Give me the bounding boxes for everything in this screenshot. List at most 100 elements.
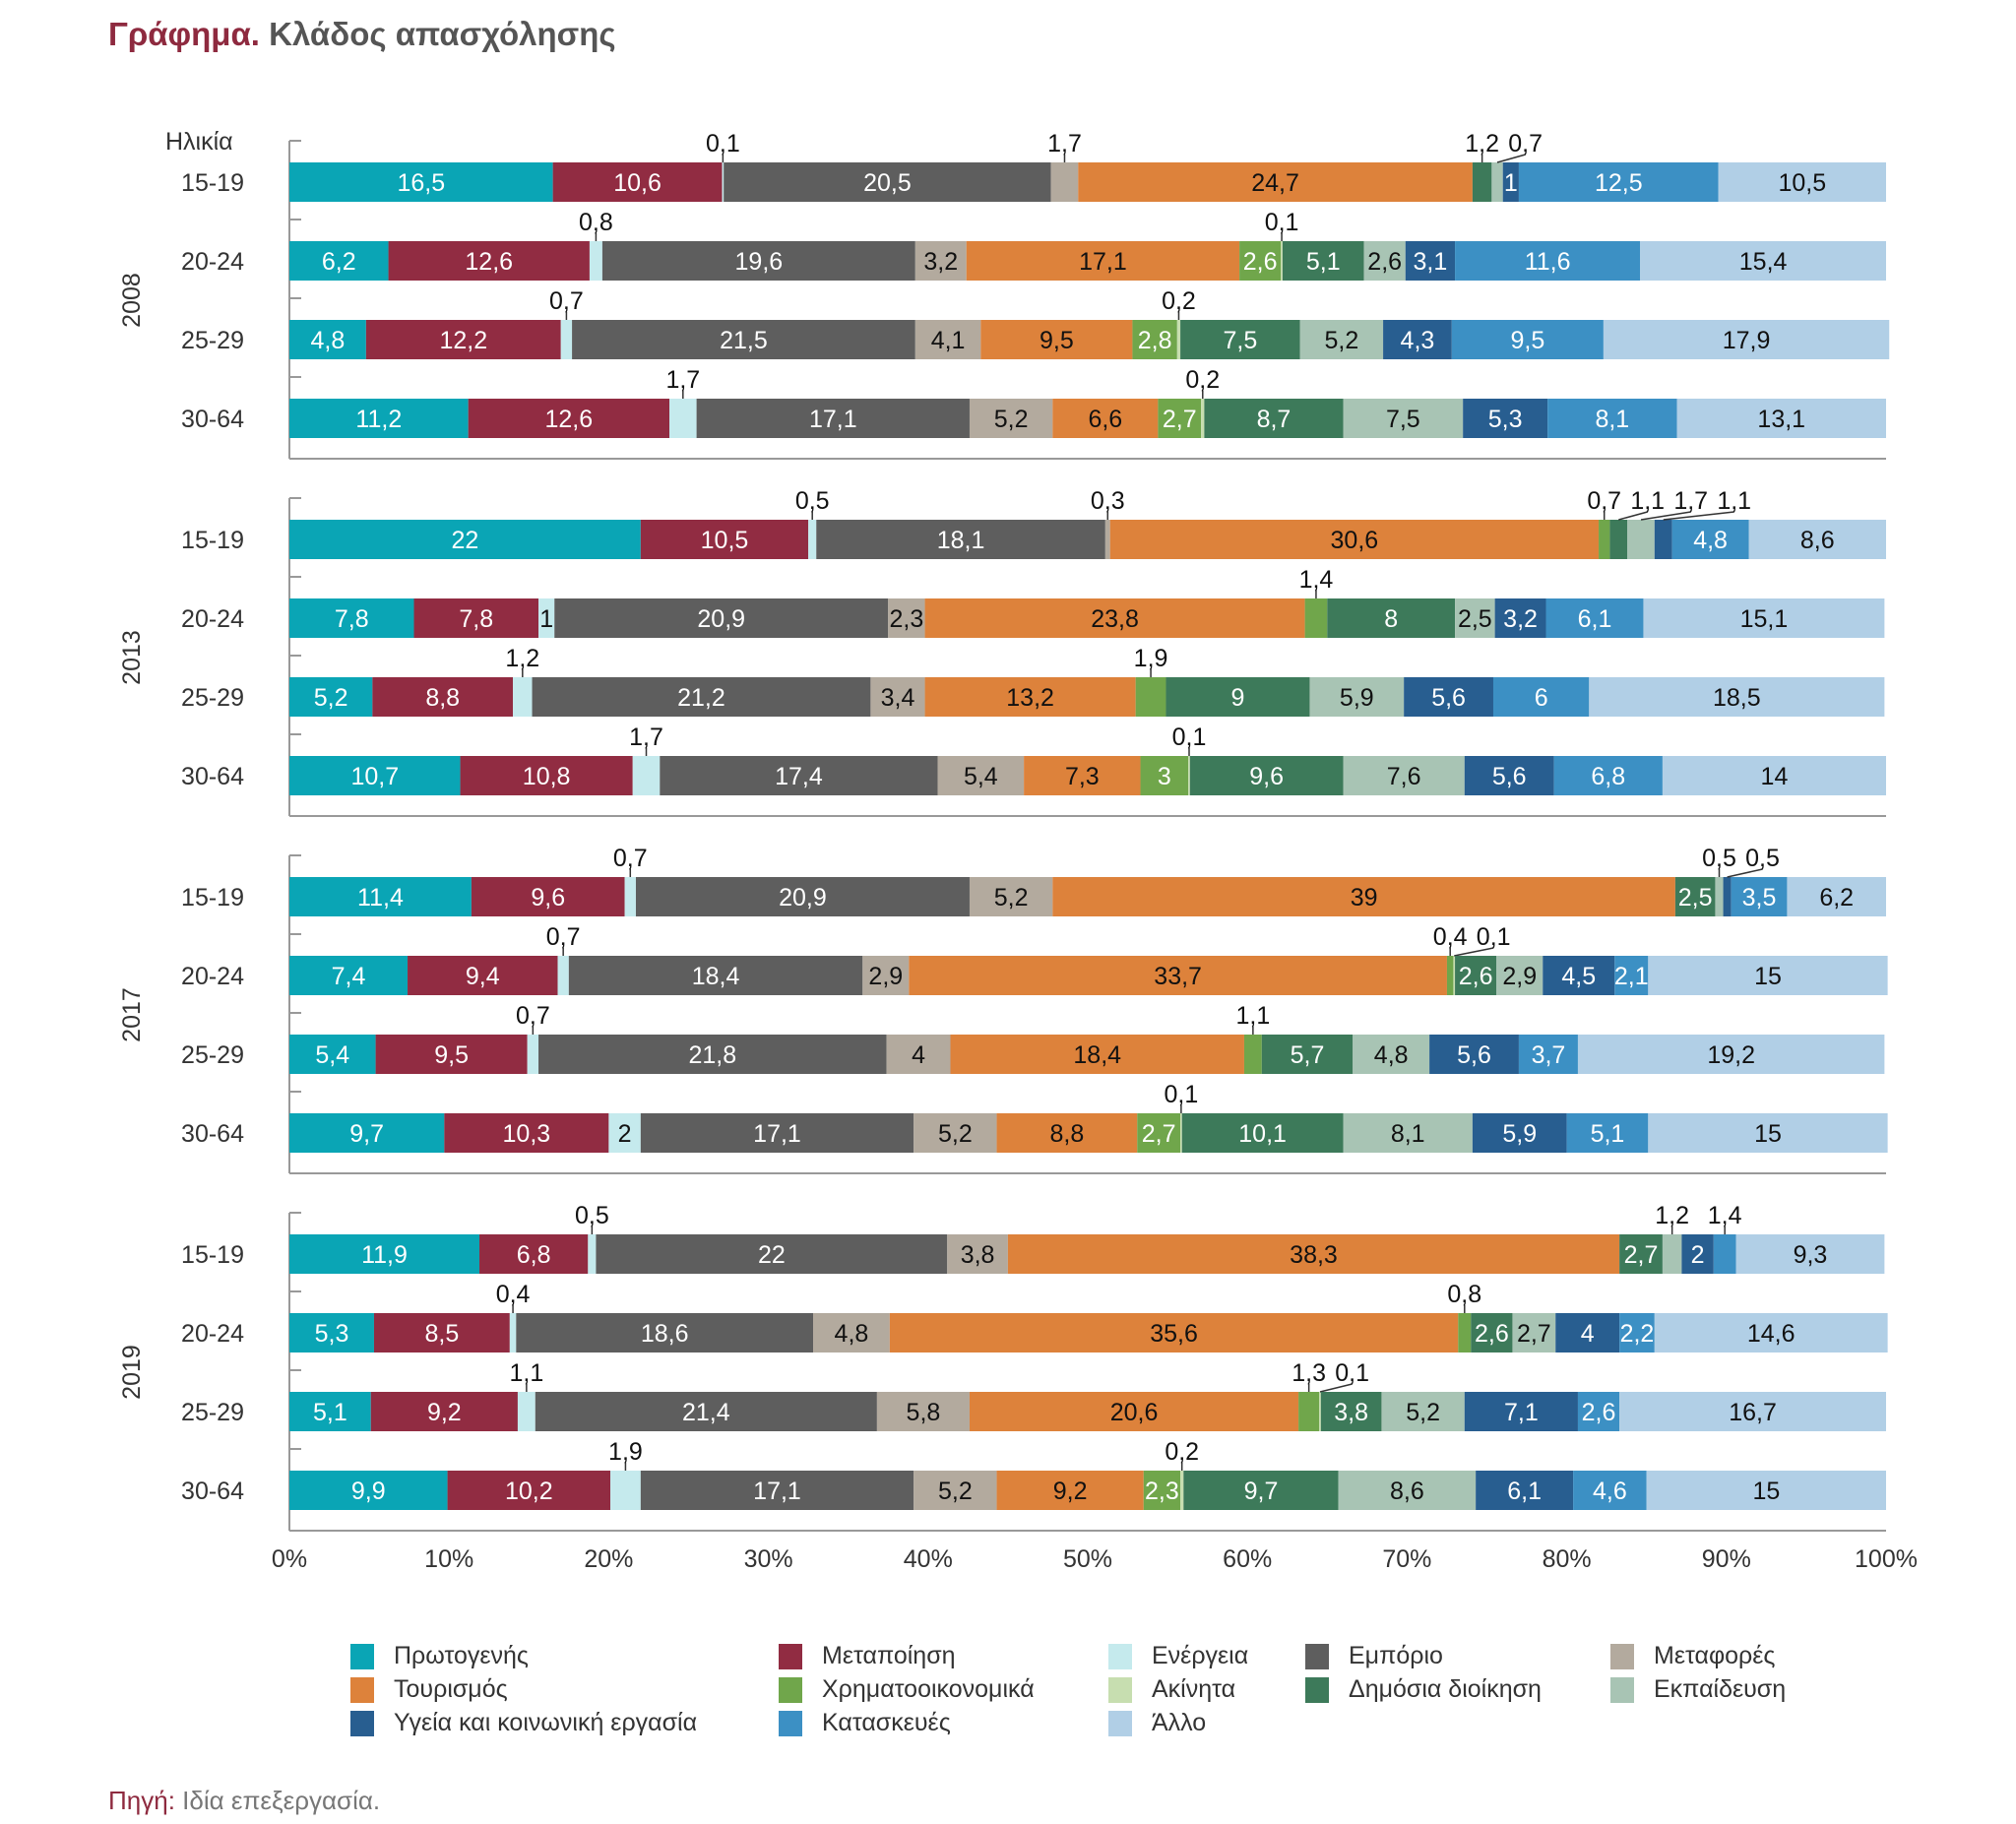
bar-segment-Δημόσια διοίκηση: [1619, 1234, 1663, 1274]
data-label: 17,9: [1723, 327, 1771, 354]
bar-segment-Υγεία και κοινωνική εργασία: [1681, 1234, 1714, 1274]
bar-segment-Εμπόριο: [640, 1471, 914, 1510]
bar-segment-Κατασκευές: [1492, 677, 1590, 717]
data-label: 20,6: [1110, 1399, 1159, 1426]
bar-segment-Κατασκευές: [1566, 1113, 1649, 1153]
bar-segment-Άλλο: [1603, 320, 1890, 359]
data-label: 11,4: [357, 884, 404, 912]
data-label: 6,2: [322, 248, 356, 276]
data-label: 9,3: [1794, 1241, 1828, 1269]
bar-segment-Ενέργεια: [557, 956, 569, 995]
data-label: 13,2: [1006, 684, 1054, 712]
bar-segment-Μεταφορές: [947, 1234, 1008, 1274]
bar-segment-Πρωτογενής: [289, 877, 472, 916]
bar-segment-Δημόσια διοίκηση: [1320, 1392, 1382, 1431]
data-label: 7,3: [1065, 763, 1100, 790]
leader-line: [1496, 154, 1526, 163]
legend-item: Τουρισμός: [350, 1675, 508, 1704]
data-label: 11,9: [361, 1241, 408, 1269]
bar-segment-Ενέργεια: [808, 520, 817, 559]
bar-segment-Άλλο: [1787, 877, 1886, 916]
legend-swatch: [350, 1710, 374, 1736]
data-label: 8,8: [425, 684, 460, 712]
bar-segment-Άλλο: [1640, 241, 1886, 281]
bar-segment-Μεταφορές: [870, 677, 925, 717]
bar-segment-Δημόσια διοίκηση: [1455, 956, 1497, 995]
x-tick-label: 70%: [1382, 1545, 1431, 1573]
legend-label: Μεταφορές: [1654, 1642, 1776, 1669]
data-label: 1,7: [665, 366, 700, 394]
bar-segment-Μεταποίηση: [640, 520, 809, 559]
legend-item: Χρηματοοικονομικά: [779, 1675, 1035, 1704]
bar-segment-Μεταφορές: [813, 1313, 890, 1352]
bar-segment-Μεταποίηση: [365, 320, 561, 359]
bar-segment-Μεταφορές: [914, 320, 981, 359]
source-lead: Πηγή:: [108, 1786, 175, 1815]
bar-segment-Δημόσια διοίκηση: [1189, 756, 1344, 795]
bar-segment-Εκπαίδευση: [1343, 399, 1464, 438]
data-label: 6,8: [1591, 763, 1625, 790]
data-label: 11,6: [1525, 248, 1571, 276]
bar-segment-Τουρισμός: [950, 1035, 1244, 1074]
bar-segment-Πρωτογενής: [289, 399, 469, 438]
bar-segment-Εκπαίδευση: [1381, 1392, 1465, 1431]
data-label: 15: [1754, 1120, 1782, 1148]
data-label: 9,2: [1053, 1478, 1088, 1505]
data-label: 13,1: [1757, 406, 1805, 433]
bar-segment-Εκπαίδευση: [1662, 1234, 1682, 1274]
bar-segment-Εμπόριο: [601, 241, 915, 281]
data-label: 5,3: [1488, 406, 1523, 433]
data-label: 1,2: [1465, 130, 1499, 157]
bar-segment-Εκπαίδευση: [1496, 956, 1544, 995]
bar-segment-Άλλο: [1577, 1035, 1885, 1074]
data-label: 6: [1535, 684, 1548, 712]
x-tick-label: 20%: [584, 1545, 633, 1573]
data-label: 2,6: [1459, 963, 1493, 990]
bar-segment-Εμπόριο: [635, 877, 970, 916]
legend-item: Ακίνητα: [1108, 1675, 1235, 1704]
data-label: 4,8: [1693, 527, 1728, 554]
age-row-label: 20-24: [181, 605, 244, 633]
data-label: 0,7: [516, 1002, 550, 1030]
leader-line: [1640, 511, 1691, 521]
data-label: 17,1: [809, 406, 857, 433]
data-label: 9,9: [351, 1478, 386, 1505]
data-label: 2,3: [1145, 1478, 1179, 1505]
data-label: 4: [912, 1041, 925, 1069]
bar-segment-Χρηματοοικονομικά: [1243, 1035, 1262, 1074]
bar-segment-Εμπόριο: [816, 520, 1105, 559]
bar-segment-Άλλο: [1648, 956, 1888, 995]
bar-segment-Τουρισμός: [980, 320, 1133, 359]
bar-segment-Εμπόριο: [535, 1392, 877, 1431]
leader-line: [1663, 511, 1734, 521]
data-label: 4,5: [1561, 963, 1596, 990]
bar-segment-Μεταφορές: [1104, 520, 1110, 559]
data-label: 2,3: [890, 605, 924, 633]
bar-segment-Μεταποίηση: [471, 877, 625, 916]
bar-segment-Μεταποίηση: [372, 677, 514, 717]
data-label: 23,8: [1091, 605, 1139, 633]
data-label: 15,4: [1739, 248, 1788, 276]
data-label: 2,6: [1243, 248, 1278, 276]
data-label: 1,1: [1717, 487, 1751, 515]
data-label: 6,2: [1819, 884, 1854, 912]
data-label: 15,1: [1740, 605, 1789, 633]
bar-segment-Πρωτογενής: [289, 520, 641, 559]
bar-segment-Τουρισμός: [1052, 399, 1159, 438]
data-label: 5,3: [315, 1320, 349, 1348]
data-label: 0,1: [1172, 723, 1207, 751]
data-label: 21,5: [720, 327, 768, 354]
bar-segment-Τουρισμός: [1024, 756, 1141, 795]
x-tick-label: 60%: [1223, 1545, 1272, 1573]
data-label: 5,9: [1502, 1120, 1537, 1148]
data-label: 2,7: [1142, 1120, 1176, 1148]
bar-segment-Πρωτογενής: [289, 320, 366, 359]
bar-segment-Ενέργεια: [589, 241, 602, 281]
data-label: 5,2: [938, 1478, 973, 1505]
data-label: 1,1: [1235, 1002, 1270, 1030]
data-label: 16,5: [397, 169, 445, 197]
data-label: 5,1: [1306, 248, 1341, 276]
data-label: 9,7: [349, 1120, 384, 1148]
data-label: 19,6: [735, 248, 784, 276]
data-label: 0,4: [496, 1281, 531, 1308]
